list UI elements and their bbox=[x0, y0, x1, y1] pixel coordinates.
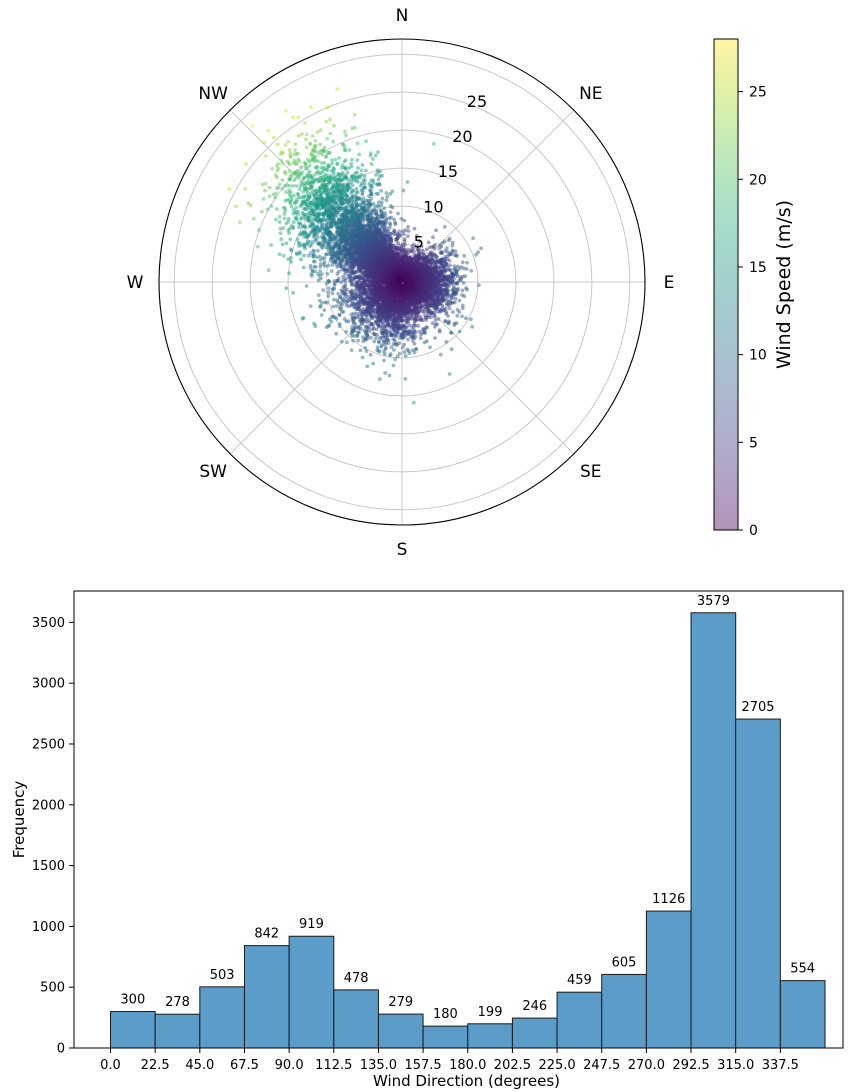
wind-point bbox=[408, 255, 413, 259]
wind-point-cloud bbox=[227, 87, 483, 405]
polar-frame bbox=[158, 38, 646, 526]
